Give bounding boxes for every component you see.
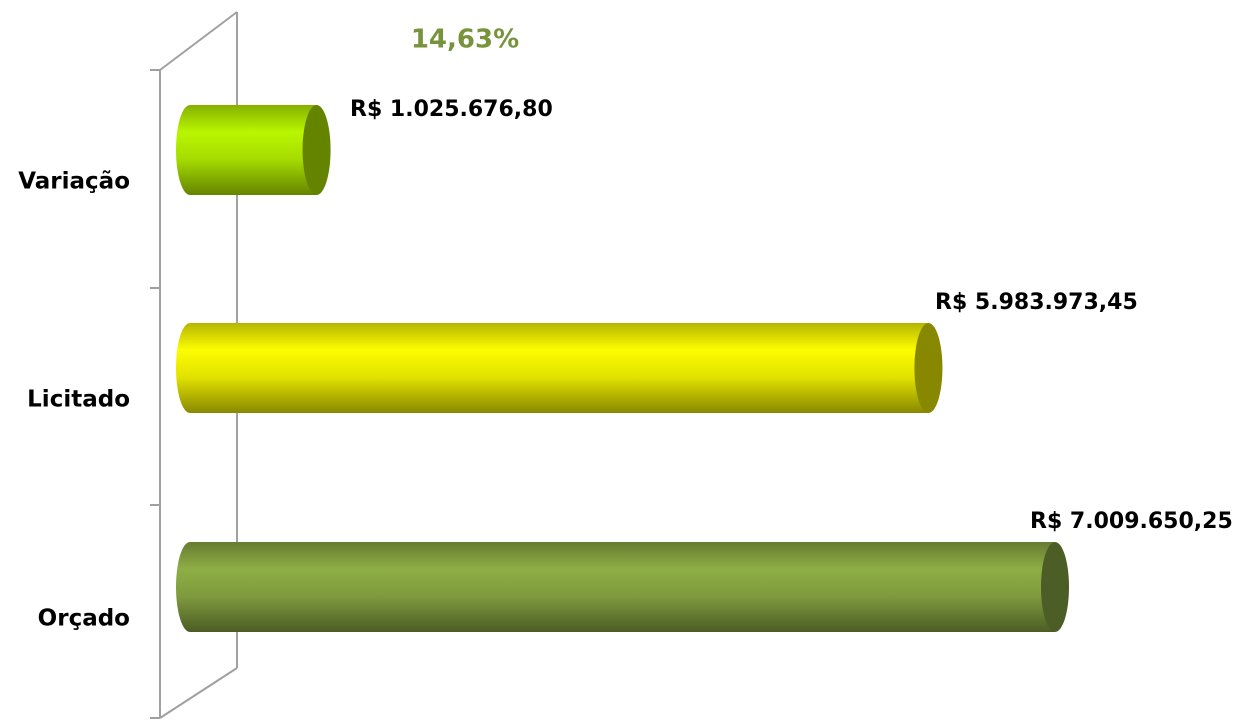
value-label: R$ 7.009.650,25	[1030, 509, 1233, 534]
bar	[190, 105, 317, 195]
bar-end	[1041, 542, 1069, 632]
bar-end	[302, 105, 331, 195]
value-label: R$ 5.983.973,45	[935, 290, 1138, 315]
category-label: Licitado	[27, 387, 130, 413]
category-label: Orçado	[38, 606, 130, 632]
bar-end	[914, 323, 943, 413]
bar	[190, 542, 1055, 632]
bar	[190, 323, 929, 413]
annotation: 14,63%	[411, 25, 519, 55]
category-label: Variação	[18, 169, 130, 195]
value-label: R$ 1.025.676,80	[350, 97, 553, 122]
